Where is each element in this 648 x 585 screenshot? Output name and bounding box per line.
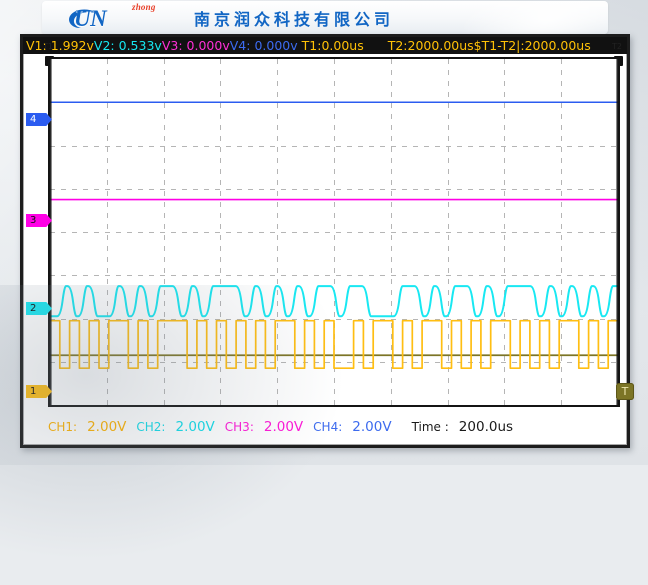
cursor-t1-label: T1	[43, 42, 53, 51]
delta-t-label: $T1-T2|:	[473, 38, 525, 53]
oscilloscope-screen: V1: 1.992vV2: 0.533vV3: 0.000vV4: 0.000v T1:0…	[20, 34, 634, 448]
channel-badge-ch1-label: 1	[30, 386, 37, 397]
waveform-region: T1 T2 4 3 2 1 T	[26, 42, 634, 411]
v2-label: V2:	[93, 38, 115, 53]
company-name: 南京润众科技有限公司	[194, 10, 395, 29]
v4-label: V4:	[229, 38, 251, 53]
plot-grid	[48, 57, 620, 407]
header-gloss	[450, 1, 608, 34]
channel-badge-ch2[interactable]: 2	[26, 302, 52, 315]
t2-label: T2:	[387, 38, 408, 53]
status-time-value: 200.0us	[458, 419, 514, 435]
logo-superscript: zhong	[132, 2, 156, 12]
status-ch2-label: CH2:	[136, 420, 166, 434]
channel-status-bar: CH1: 2.00V CH2: 2.00V CH3: 2.00V CH4: 2.00V Time…	[26, 413, 624, 441]
v3-value: 0.000v	[186, 38, 230, 53]
status-ch3-label: CH3:	[224, 420, 254, 434]
delta-t-value: 2000.00us	[524, 38, 591, 53]
channel-badge-ch1[interactable]: 1	[26, 385, 52, 398]
channel-badge-ch3-label: 3	[30, 215, 37, 226]
channel-badge-ch2-label: 2	[30, 303, 37, 314]
status-ch4-value: 2.00V	[352, 419, 392, 435]
cursor-t2-label: T2	[612, 42, 622, 51]
logo-r-swoosh-icon	[69, 9, 96, 29]
brand-header: UN zhong 南京润众科技有限公司	[42, 1, 608, 34]
v2-value: 0.533v	[118, 38, 162, 53]
v4-value: 0.000v	[254, 38, 298, 53]
channel-badge-ch3[interactable]: 3	[26, 214, 52, 227]
channel-badge-ch4[interactable]: 4	[26, 113, 52, 126]
t2-value: 2000.00us	[407, 38, 474, 53]
trigger-level-label: T	[621, 385, 629, 398]
measurement-readout-bar: V1: 1.992vV2: 0.533vV3: 0.000vV4: 0.000v T1:0…	[23, 37, 627, 54]
channel-badge-ch4-label: 4	[30, 114, 37, 125]
v1-label: V1:	[26, 38, 47, 53]
status-ch1-label: CH1:	[48, 420, 78, 434]
v1-value: 1.992v	[50, 38, 94, 53]
status-ch3-value: 2.00V	[263, 419, 304, 435]
t1-value: 0.00us	[321, 38, 364, 53]
status-ch2-value: 2.00V	[175, 419, 215, 435]
t1-label: T1:	[301, 38, 322, 53]
status-ch4-label: CH4:	[313, 420, 343, 434]
company-logo: UN zhong	[64, 2, 182, 33]
v3-label: V3:	[161, 38, 183, 53]
waveform-traces	[50, 59, 618, 405]
trigger-level-marker[interactable]: T	[616, 383, 634, 400]
status-time-label: Time :	[411, 420, 449, 434]
logo-wordmark: UN	[74, 6, 107, 31]
status-ch1-value: 2.00V	[87, 419, 127, 435]
